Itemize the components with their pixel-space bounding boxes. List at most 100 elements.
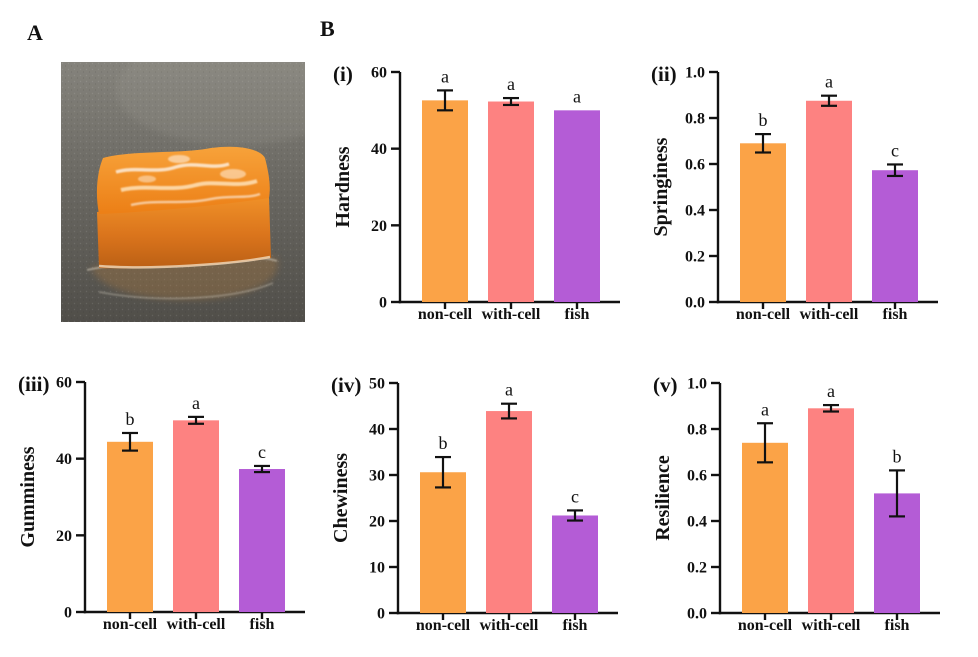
bar-chart-svg: (iii) Gumminess 0 20 40 60 b non-cell a with-cell… xyxy=(17,372,305,633)
photo-light-glow xyxy=(116,62,305,145)
y-tick-label: 40 xyxy=(369,422,385,439)
chart-hardness: (i) Hardness 0 20 40 60 a non-cell a with-cell a fi… xyxy=(325,47,635,339)
bar-with-cell xyxy=(173,420,219,612)
y-tick-label: 20 xyxy=(371,218,387,235)
category-label: with-cell xyxy=(800,306,859,323)
y-tick-label: 0.4 xyxy=(687,514,707,531)
bar-with-cell xyxy=(806,100,852,302)
category-label: fish xyxy=(563,617,588,634)
chart-sub-label: (v) xyxy=(653,373,678,397)
sample-front-face xyxy=(97,196,271,269)
bar-fish xyxy=(554,110,600,302)
chart-sub-label: (iii) xyxy=(18,372,50,396)
gloss-highlight-2 xyxy=(120,179,258,192)
sig-letter: a xyxy=(825,72,833,92)
category-label: with-cell xyxy=(802,617,861,634)
y-tick-label: 0.2 xyxy=(685,249,705,266)
bar-with-cell xyxy=(808,408,854,613)
bar-non-cell xyxy=(742,442,788,613)
category-label: non-cell xyxy=(738,617,793,634)
category-label: with-cell xyxy=(482,306,541,323)
y-tick-label: 0.4 xyxy=(685,203,705,220)
y-tick-label: 30 xyxy=(369,468,385,485)
sig-letter: b xyxy=(893,446,902,466)
y-tick-label: 40 xyxy=(371,141,387,158)
y-tick-label: 60 xyxy=(56,375,72,392)
category-label: fish xyxy=(565,306,590,323)
chart-chewiness: (iv) Chewiness 0 10 20 30 40 50 b non-cell a with-c… xyxy=(323,358,633,650)
category-label: non-cell xyxy=(416,617,471,634)
chart-resilience: (v) Resilience 0.0 0.2 0.4 0.6 0.8 1.0 a non-cell… xyxy=(645,358,955,650)
bar-fish xyxy=(239,469,285,612)
y-tick-label: 0.8 xyxy=(685,111,705,128)
bar-non-cell xyxy=(420,472,466,613)
chart-sub-label: (iv) xyxy=(331,373,361,397)
bar-non-cell xyxy=(740,143,786,302)
category-label: non-cell xyxy=(418,306,473,323)
y-tick-label: 0.0 xyxy=(685,295,705,312)
y-axis-label: Resilience xyxy=(652,455,674,541)
sample-photo-illustration xyxy=(61,62,305,322)
y-tick-label: 10 xyxy=(369,560,385,577)
y-tick-label: 20 xyxy=(369,514,385,531)
y-tick-label: 20 xyxy=(56,528,72,545)
sig-letter: a xyxy=(761,399,769,419)
liquid-film-rim-2 xyxy=(98,282,274,300)
sig-letter: c xyxy=(891,140,899,160)
gloss-spot-2 xyxy=(220,169,246,179)
y-axis-label: Chewiness xyxy=(330,453,352,543)
y-tick-label: 0.0 xyxy=(687,606,707,623)
y-tick-label: 0 xyxy=(64,605,72,622)
sig-letter: a xyxy=(441,66,449,86)
bar-fish xyxy=(552,515,598,613)
sig-letter: a xyxy=(192,393,200,413)
gloss-spot-1 xyxy=(168,155,190,163)
y-tick-label: 0 xyxy=(377,606,385,623)
chart-sub-label: (ii) xyxy=(651,62,677,86)
gloss-spot-3 xyxy=(138,175,156,183)
bar-chart-svg: (ii) Springiness 0.0 0.2 0.4 0.6 0.8 1.0 b non-ce… xyxy=(650,62,938,323)
gloss-highlight-3 xyxy=(130,192,261,207)
sample-bottom-rim xyxy=(98,255,271,269)
sig-letter: b xyxy=(126,409,135,429)
category-label: with-cell xyxy=(480,617,539,634)
bar-with-cell xyxy=(486,411,532,613)
y-tick-label: 0.6 xyxy=(685,157,705,174)
sig-letter: a xyxy=(505,380,513,400)
chart-springiness: (ii) Springiness 0.0 0.2 0.4 0.6 0.8 1.0 b non-ce… xyxy=(643,47,953,339)
y-tick-label: 1.0 xyxy=(685,65,705,82)
sig-letter: c xyxy=(571,486,579,506)
y-tick-label: 0.6 xyxy=(687,468,707,485)
bar-chart-svg: (i) Hardness 0 20 40 60 a non-cell a with-cell a fi… xyxy=(332,62,620,323)
y-tick-label: 40 xyxy=(56,451,72,468)
y-axis-label: Springiness xyxy=(650,137,672,236)
sig-letter: a xyxy=(573,86,581,106)
y-tick-label: 60 xyxy=(371,65,387,82)
bar-non-cell xyxy=(107,441,153,612)
panel-a-label: A xyxy=(27,20,43,45)
bar-fish xyxy=(872,170,918,302)
sig-letter: b xyxy=(759,110,768,130)
y-tick-label: 0.2 xyxy=(687,560,707,577)
category-label: with-cell xyxy=(167,616,226,633)
category-label: fish xyxy=(883,306,908,323)
y-tick-label: 50 xyxy=(369,376,385,393)
chart-sub-label: (i) xyxy=(333,62,353,86)
y-axis-label: Gumminess xyxy=(17,446,39,547)
panel-b-label: B xyxy=(320,16,335,41)
sig-letter: a xyxy=(827,381,835,401)
category-label: non-cell xyxy=(103,616,158,633)
sample-photo xyxy=(61,62,305,322)
y-tick-label: 0 xyxy=(379,295,387,312)
category-label: fish xyxy=(885,617,910,634)
bar-non-cell xyxy=(422,100,468,302)
y-axis-label: Hardness xyxy=(332,146,354,227)
sig-letter: b xyxy=(439,433,448,453)
y-tick-label: 0.8 xyxy=(687,422,707,439)
chart-gumminess: (iii) Gumminess 0 20 40 60 b non-cell a with-cell… xyxy=(10,357,320,649)
sig-letter: a xyxy=(507,74,515,94)
bar-with-cell xyxy=(488,101,534,302)
bar-chart-svg: (iv) Chewiness 0 10 20 30 40 50 b non-cell a with-c… xyxy=(330,373,618,634)
category-label: non-cell xyxy=(736,306,791,323)
